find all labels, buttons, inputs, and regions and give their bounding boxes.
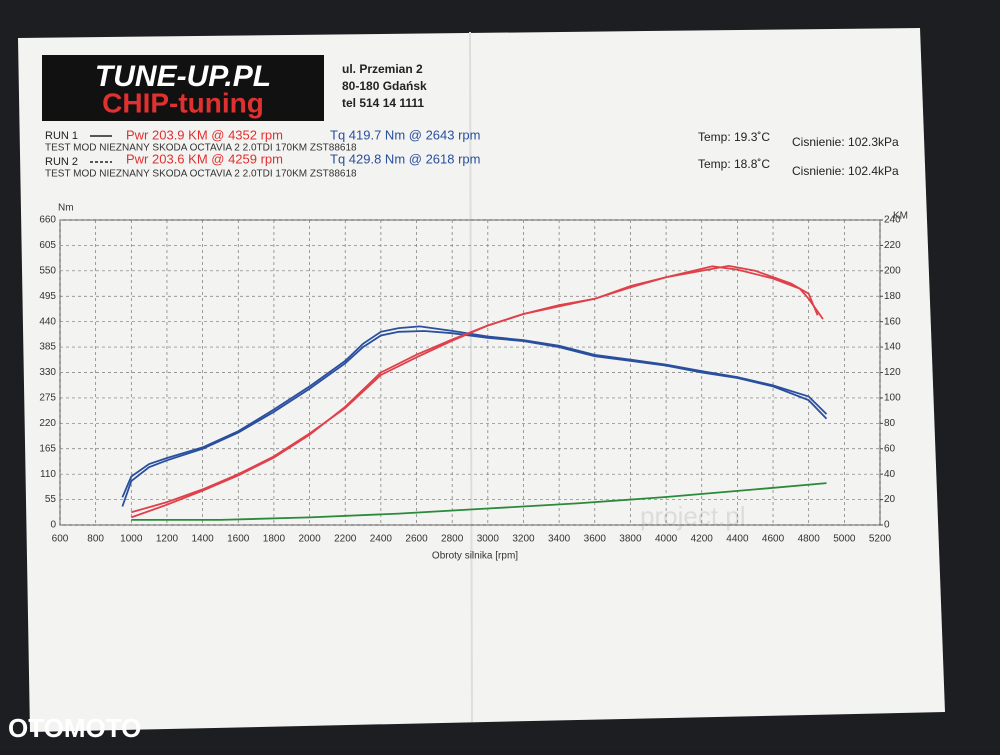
y-tick-label: 385: [39, 342, 56, 353]
x-tick-label: 3800: [619, 534, 642, 545]
y-tick-label: 165: [39, 443, 56, 454]
watermark: project.pl: [640, 501, 746, 531]
y2-tick-label: 180: [884, 291, 901, 302]
y2-tick-label: 80: [884, 418, 896, 429]
y2-tick-label: 40: [884, 469, 896, 480]
x-tick-label: 1600: [227, 534, 250, 545]
x-tick-label: 1000: [120, 534, 143, 545]
series-line: [121, 325, 828, 498]
address: tel 514 14 1111: [342, 96, 424, 110]
y2-tick-label: 20: [884, 494, 896, 505]
fold: [469, 31, 473, 723]
x-tick-label: 2200: [334, 534, 357, 545]
y2-tick-label: 220: [884, 240, 901, 251]
temp: Temp: 18.8˚C: [698, 157, 770, 171]
paper: [18, 28, 945, 732]
y-tick-label: 495: [39, 291, 56, 302]
series-line: [130, 265, 824, 519]
x-tick-label: 600: [52, 534, 69, 545]
site-mark: OTOMOTO: [8, 713, 141, 743]
y2-axis-label: KM: [893, 211, 908, 222]
y2-tick-label: 200: [884, 265, 901, 276]
x-tick-label: 4600: [762, 534, 785, 545]
y-tick-label: 440: [39, 316, 56, 327]
y-tick-label: 0: [50, 520, 56, 531]
y-tick-label: 550: [39, 265, 56, 276]
address: ul. Przemian 2: [342, 62, 423, 76]
y-tick-label: 110: [40, 469, 56, 480]
x-tick-label: 5200: [869, 534, 892, 545]
x-tick-label: 3000: [477, 534, 500, 545]
temp: Temp: 19.3˚C: [698, 130, 770, 144]
y-tick-label: 220: [39, 418, 56, 429]
run-desc: TEST MOD NIEZNANY SKODA OCTAVIA 2 2.0TDI…: [45, 143, 357, 154]
x-tick-label: 1200: [156, 534, 179, 545]
y2-tick-label: 160: [884, 316, 901, 327]
x-tick-label: 1400: [191, 534, 214, 545]
y-tick-label: 660: [39, 215, 56, 226]
x-tick-label: 4000: [655, 534, 678, 545]
y-tick-label: 275: [39, 393, 56, 404]
x-tick-label: 2800: [441, 534, 464, 545]
run-label: RUN 1: [45, 130, 78, 142]
y2-tick-label: 140: [884, 342, 901, 353]
run-power: Pwr 203.6 KM @ 4259 rpm: [126, 151, 283, 166]
x-tick-label: 3400: [548, 534, 571, 545]
logo-bottom: CHIP-tuning: [102, 87, 264, 118]
y2-tick-label: 0: [884, 520, 890, 531]
y2-tick-label: 100: [884, 393, 901, 404]
address: 80-180 Gdańsk: [342, 79, 427, 93]
run-desc: TEST MOD NIEZNANY SKODA OCTAVIA 2 2.0TDI…: [45, 169, 357, 180]
run-label: RUN 2: [45, 156, 78, 168]
y-tick-label: 605: [39, 240, 56, 251]
series-line: [131, 482, 827, 521]
x-tick-label: 4800: [798, 534, 821, 545]
x-tick-label: 4400: [726, 534, 749, 545]
y2-tick-label: 60: [884, 443, 896, 454]
x-tick-label: 1800: [263, 534, 286, 545]
x-tick-label: 2600: [405, 534, 428, 545]
x-tick-label: 2400: [370, 534, 393, 545]
y2-tick-label: 240: [884, 215, 901, 226]
x-tick-label: 4200: [691, 534, 714, 545]
y2-tick-label: 120: [884, 367, 901, 378]
x-tick-label: 3600: [584, 534, 607, 545]
logo-box: [42, 55, 324, 121]
logo-top: TUNE-UP.PL: [95, 60, 271, 93]
y-axis-label: Nm: [58, 203, 74, 214]
pressure: Cisnienie: 102.3kPa: [792, 135, 899, 149]
run-torque: Tq 419.7 Nm @ 2643 rpm: [330, 127, 480, 142]
x-tick-label: 800: [87, 534, 104, 545]
series-line: [121, 330, 828, 507]
x-tick-label: 5000: [833, 534, 856, 545]
x-axis-label: Obroty silnika [rpm]: [432, 551, 518, 562]
x-tick-label: 2000: [298, 534, 321, 545]
pressure: Cisnienie: 102.4kPa: [792, 164, 899, 178]
y-tick-label: 55: [45, 494, 57, 505]
x-tick-label: 3200: [512, 534, 535, 545]
run-power: Pwr 203.9 KM @ 4352 rpm: [126, 127, 283, 142]
y-tick-label: 330: [39, 367, 56, 378]
run-torque: Tq 429.8 Nm @ 2618 rpm: [330, 151, 480, 166]
